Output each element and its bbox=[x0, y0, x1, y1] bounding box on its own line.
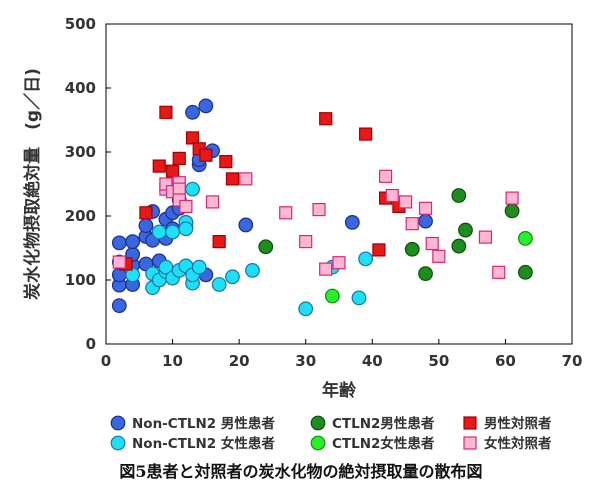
data-point-series-0 bbox=[185, 104, 200, 120]
data-point-series-4 bbox=[219, 155, 233, 169]
data-point-series-2 bbox=[451, 238, 467, 254]
data-point-series-5 bbox=[112, 255, 126, 269]
data-point-series-5 bbox=[478, 230, 493, 244]
data-point-series-4 bbox=[152, 159, 166, 173]
data-point-series-0 bbox=[238, 217, 254, 233]
data-point-series-5 bbox=[492, 265, 506, 279]
data-point-series-4 bbox=[159, 105, 173, 119]
data-point-series-4 bbox=[199, 148, 213, 162]
data-point-series-4 bbox=[165, 164, 180, 178]
x-tick-label: 70 bbox=[562, 352, 583, 370]
legend-label: Non-CTLN2 男性患者 bbox=[132, 415, 275, 432]
x-tick-label: 60 bbox=[495, 352, 516, 370]
data-point-series-1 bbox=[125, 267, 141, 283]
data-point-series-1 bbox=[245, 263, 260, 278]
y-tick-label: 0 bbox=[86, 335, 96, 353]
data-point-series-5 bbox=[239, 172, 253, 186]
axes bbox=[105, 23, 573, 345]
data-points bbox=[111, 98, 533, 317]
legend-marker-series-3 bbox=[310, 435, 326, 451]
y-tick-label: 400 bbox=[65, 79, 96, 97]
data-point-series-1 bbox=[358, 251, 374, 267]
data-point-series-1 bbox=[211, 277, 227, 292]
legend-marker-series-2 bbox=[310, 415, 326, 431]
legend-label: CTLN2女性患者 bbox=[332, 435, 435, 452]
data-point-series-1 bbox=[185, 181, 200, 197]
data-point-series-2 bbox=[458, 222, 473, 238]
legend-marker-series-0 bbox=[110, 415, 126, 431]
data-point-series-4 bbox=[319, 112, 333, 126]
data-point-series-2 bbox=[451, 188, 467, 203]
plot-frame bbox=[105, 23, 573, 345]
data-point-series-2 bbox=[518, 264, 533, 280]
data-point-series-0 bbox=[111, 235, 127, 251]
data-point-series-1 bbox=[151, 224, 167, 240]
data-point-series-4 bbox=[185, 131, 200, 145]
y-axis-label: 炭水化物摂取絶対量 (g／日) bbox=[22, 68, 43, 300]
tick-layer: 0 10 20 30 40 50 60 70 0 100 200 300 400 500 bbox=[65, 15, 583, 370]
data-point-series-5 bbox=[418, 201, 433, 215]
data-point-series-0 bbox=[344, 214, 360, 230]
data-point-series-4 bbox=[359, 127, 373, 141]
data-point-series-5 bbox=[432, 249, 446, 263]
x-axis-label: 年齢 bbox=[322, 380, 357, 401]
data-point-series-1 bbox=[298, 301, 314, 317]
data-point-series-5 bbox=[385, 188, 399, 203]
y-tick-label: 100 bbox=[65, 271, 96, 289]
data-point-series-5 bbox=[425, 236, 439, 251]
legend-label: Non-CTLN2 女性患者 bbox=[132, 435, 275, 452]
x-tick-label: 50 bbox=[428, 352, 449, 370]
data-point-series-5 bbox=[279, 206, 293, 220]
data-point-series-5 bbox=[319, 262, 333, 276]
x-tick-label: 10 bbox=[162, 352, 183, 370]
data-point-series-0 bbox=[111, 298, 127, 314]
data-point-series-1 bbox=[165, 224, 180, 240]
data-point-series-0 bbox=[125, 234, 141, 250]
data-point-series-4 bbox=[225, 172, 240, 186]
data-point-series-1 bbox=[191, 259, 207, 275]
legend-label: 男性対照者 bbox=[484, 415, 552, 432]
data-point-series-5 bbox=[379, 169, 393, 183]
legend-label: 女性対照者 bbox=[484, 435, 552, 452]
data-point-series-3 bbox=[518, 230, 533, 246]
data-point-series-1 bbox=[178, 221, 194, 237]
y-tick-label: 300 bbox=[65, 143, 96, 161]
data-point-series-5 bbox=[312, 203, 326, 217]
x-tick-label: 0 bbox=[101, 352, 111, 370]
data-point-series-1 bbox=[225, 269, 240, 285]
data-point-series-5 bbox=[205, 195, 220, 209]
x-tick-label: 20 bbox=[229, 352, 250, 370]
data-point-series-2 bbox=[404, 241, 420, 257]
data-point-series-4 bbox=[212, 235, 226, 249]
data-point-series-0 bbox=[198, 98, 214, 114]
legend-marker-series-4 bbox=[463, 416, 477, 430]
legend: Non-CTLN2 男性患者 Non-CTLN2 女性患者 CTLN2男性患者 CTL… bbox=[110, 415, 552, 452]
data-point-series-1 bbox=[351, 290, 367, 306]
data-point-series-5 bbox=[172, 182, 186, 196]
data-point-series-5 bbox=[505, 191, 519, 205]
legend-marker-series-1 bbox=[110, 435, 126, 451]
data-point-series-5 bbox=[179, 199, 193, 213]
figure-caption: 図5患者と対照者の炭水化物の絶対摂取量の散布図 bbox=[119, 462, 483, 481]
data-point-series-2 bbox=[504, 203, 520, 219]
legend-label: CTLN2男性患者 bbox=[332, 415, 435, 432]
legend-marker-series-5 bbox=[463, 436, 477, 450]
data-point-series-4 bbox=[139, 206, 153, 220]
data-point-series-0 bbox=[418, 213, 433, 229]
data-point-series-5 bbox=[398, 195, 413, 209]
data-point-series-2 bbox=[258, 239, 274, 255]
data-point-series-5 bbox=[332, 256, 346, 270]
x-tick-label: 30 bbox=[295, 352, 316, 370]
data-point-series-3 bbox=[324, 288, 340, 304]
data-point-series-2 bbox=[418, 266, 433, 282]
x-tick-label: 40 bbox=[362, 352, 383, 370]
data-point-series-4 bbox=[372, 243, 386, 257]
y-tick-label: 200 bbox=[65, 207, 96, 225]
data-point-series-5 bbox=[405, 217, 419, 231]
data-point-series-4 bbox=[172, 151, 186, 165]
y-tick-label: 500 bbox=[65, 15, 96, 33]
data-point-series-5 bbox=[299, 235, 313, 249]
data-point-series-0 bbox=[138, 218, 154, 234]
